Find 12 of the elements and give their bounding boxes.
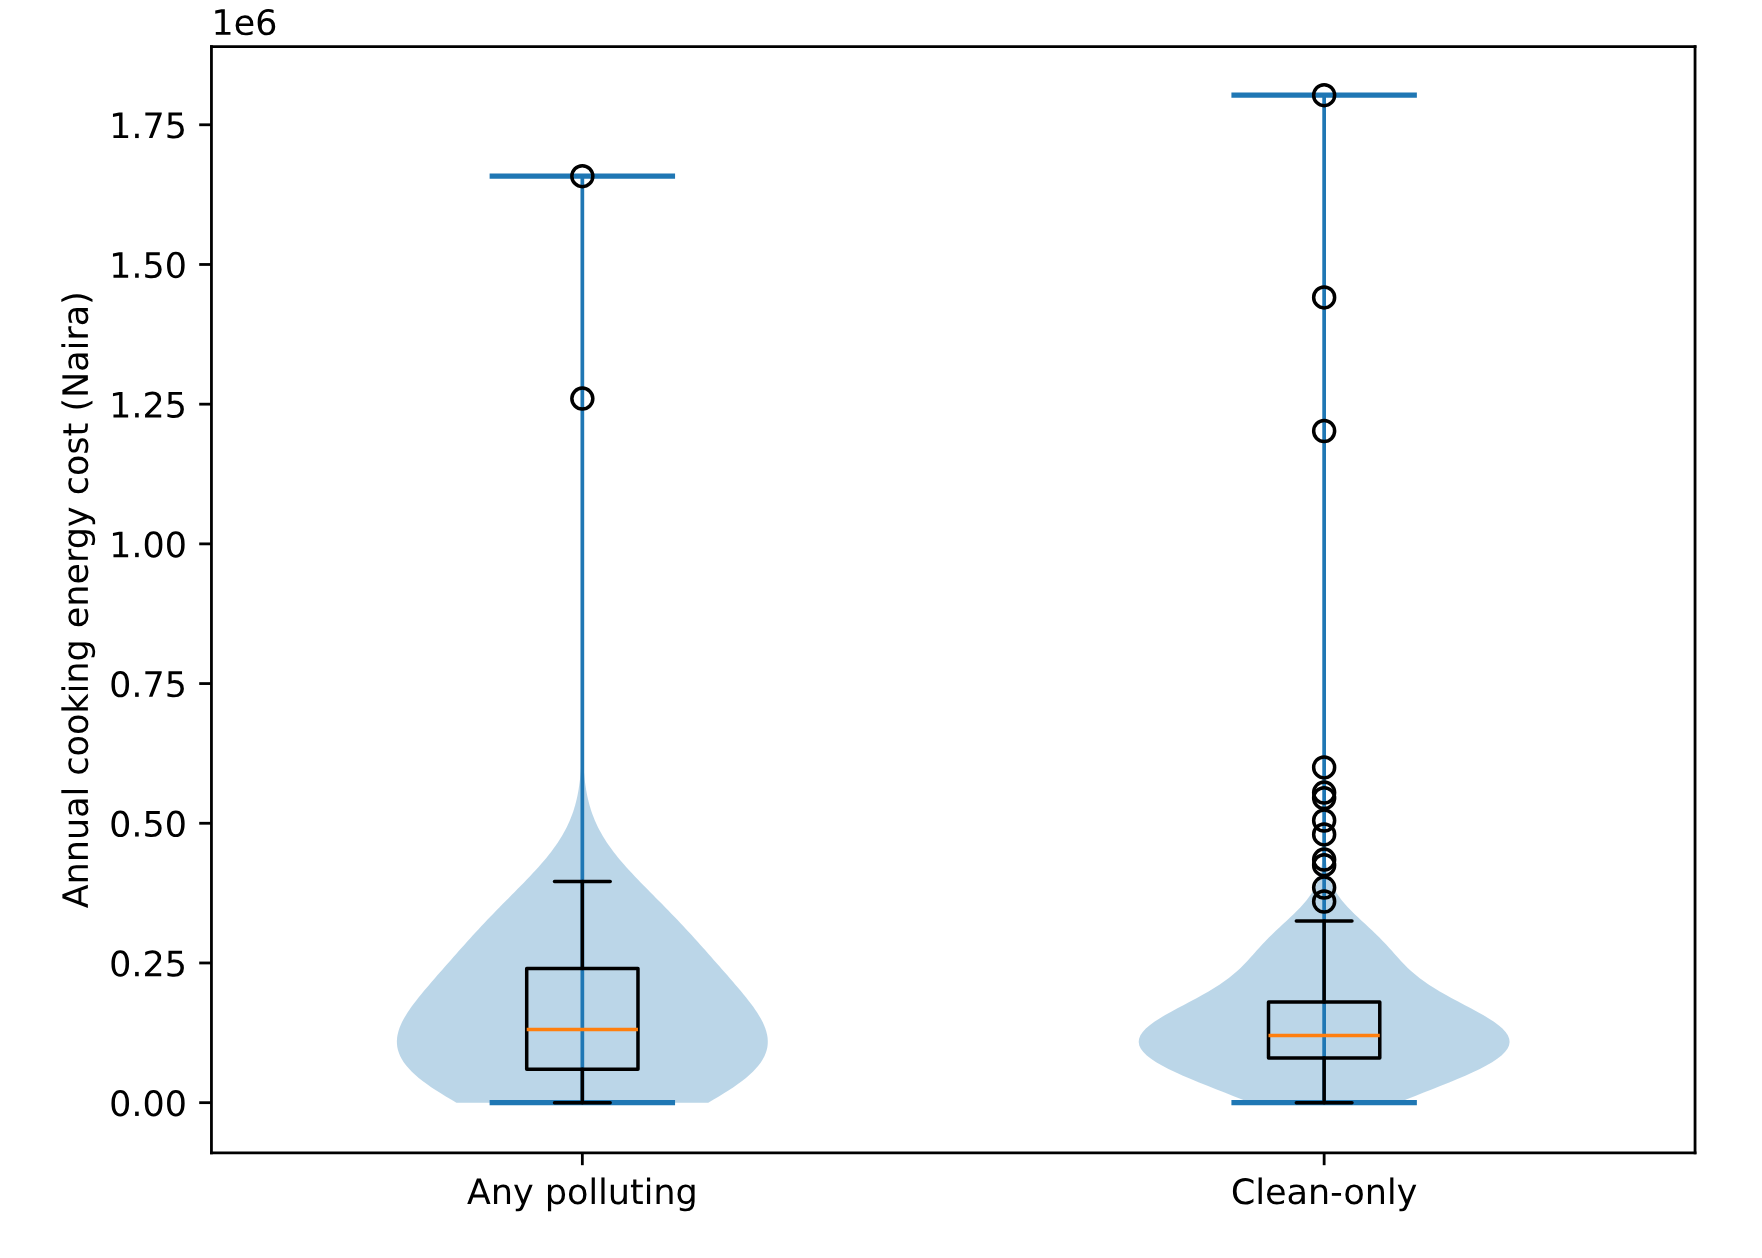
y-tick-label: 0.25 [111,950,184,977]
y-tick-label: 1.25 [112,391,184,418]
y-tick-label: 0.50 [111,810,185,838]
y-tick-label: 1.50 [112,251,185,279]
x-tick-label: Any polluting [467,1177,695,1212]
y-tick-label: 1.75 [112,112,184,139]
x-tick-label: Clean-only [1232,1177,1417,1212]
text: 1e6 [215,8,276,36]
y-tick-label: 1.00 [112,531,185,558]
y-tick-label: 0.00 [111,1090,185,1117]
y-axis-title: Annual cooking energy cost (Naira) [61,294,96,908]
y-tick-label: 0.75 [111,670,184,698]
